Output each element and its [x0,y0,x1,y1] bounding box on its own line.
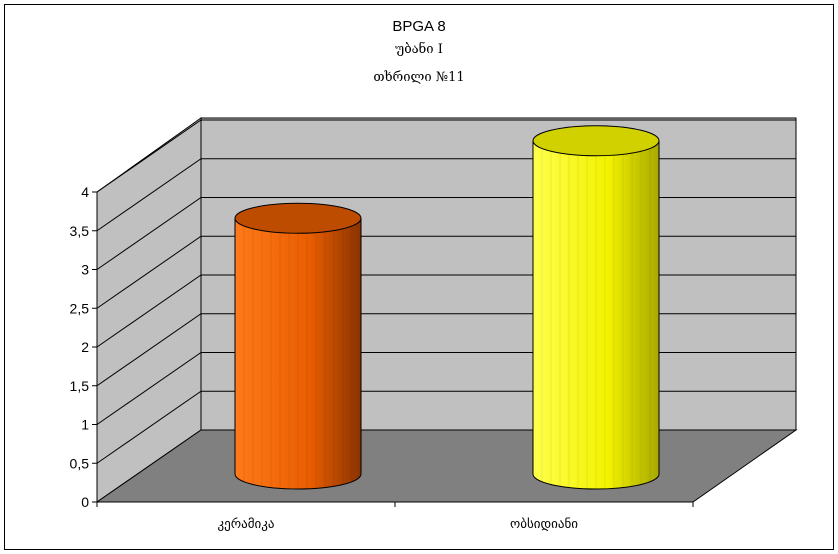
y-tick-label: 1,5 [70,378,90,394]
chart-title: BPGA 8 [392,18,446,35]
y-tick-label: 4 [81,184,89,200]
chart-frame [4,4,834,550]
y-tick-label: 0 [81,494,89,510]
y-tick-label: 0,5 [70,455,90,471]
bar-body [234,217,362,490]
bar-1 [532,125,660,490]
y-tick-label: 2,5 [70,300,90,316]
y-tick-label: 1 [81,417,89,433]
x-tick-label: ობსიდიანი [510,516,578,531]
y-tick-label: 3,5 [70,223,90,239]
y-tick-label: 2 [81,339,89,355]
chart-subtitle-line-2: თხრილი №11 [373,70,465,85]
gridline [96,119,796,193]
bar-top [532,125,660,157]
bar-top [234,202,362,234]
plot-floor [95,429,798,503]
chart-subtitle-line-1: უბანი I [395,42,443,57]
bar-0 [234,202,362,490]
bar-body [532,140,660,490]
y-tick-label: 3 [81,262,89,278]
x-tick-label: კერამიკა [218,516,275,531]
